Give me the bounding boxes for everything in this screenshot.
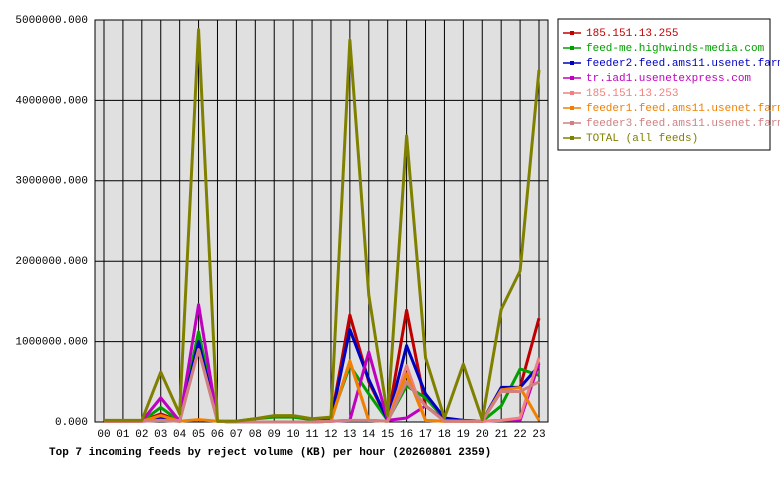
legend-marker bbox=[570, 91, 574, 95]
legend-label: tr.iad1.usenetexpress.com bbox=[586, 73, 751, 85]
x-tick-label: 15 bbox=[381, 429, 394, 441]
legend-marker bbox=[570, 46, 574, 50]
y-tick-label: 3000000.000 bbox=[15, 176, 88, 188]
x-tick-label: 05 bbox=[192, 429, 205, 441]
x-tick-label: 17 bbox=[419, 429, 432, 441]
y-tick-label: 2000000.000 bbox=[15, 256, 88, 268]
x-tick-label: 00 bbox=[97, 429, 110, 441]
legend-box bbox=[557, 18, 771, 151]
legend-marker bbox=[570, 31, 574, 35]
x-tick-label: 18 bbox=[438, 429, 451, 441]
legend-marker bbox=[570, 76, 574, 80]
x-tick-label: 02 bbox=[135, 429, 148, 441]
x-tick-label: 07 bbox=[230, 429, 243, 441]
legend-label: TOTAL (all feeds) bbox=[586, 133, 698, 145]
x-tick-label: 20 bbox=[476, 429, 489, 441]
series-line bbox=[104, 28, 541, 423]
y-tick-label: 1000000.000 bbox=[15, 337, 88, 349]
legend-label: feeder2.feed.ams11.usenet.farm bbox=[586, 58, 780, 70]
x-tick-label: 21 bbox=[495, 429, 509, 441]
legend-label: 185.151.13.253 bbox=[586, 88, 678, 100]
y-tick-label: 0.000 bbox=[55, 417, 88, 429]
x-tick-label: 12 bbox=[324, 429, 337, 441]
x-tick-label: 03 bbox=[154, 429, 167, 441]
legend-label: feeder1.feed.ams11.usenet.farm bbox=[586, 103, 780, 115]
legend-label: feeder3.feed.ams11.usenet.farm bbox=[586, 118, 780, 130]
chart-title: Top 7 incoming feeds by reject volume (K… bbox=[49, 447, 491, 459]
legend-marker bbox=[570, 121, 574, 125]
legend-marker bbox=[570, 61, 574, 65]
x-tick-label: 13 bbox=[343, 429, 356, 441]
x-tick-label: 10 bbox=[287, 429, 300, 441]
y-tick-label: 4000000.000 bbox=[15, 95, 88, 107]
x-tick-label: 14 bbox=[362, 429, 376, 441]
x-tick-label: 16 bbox=[400, 429, 413, 441]
plot-area bbox=[95, 20, 548, 422]
x-tick-label: 19 bbox=[457, 429, 470, 441]
legend-marker bbox=[570, 106, 574, 110]
legend-label: 185.151.13.255 bbox=[586, 28, 678, 40]
x-tick-label: 22 bbox=[513, 429, 526, 441]
x-tick-label: 09 bbox=[268, 429, 281, 441]
x-tick-label: 01 bbox=[116, 429, 130, 441]
x-tick-label: 06 bbox=[211, 429, 224, 441]
legend-label: feed-me.highwinds-media.com bbox=[586, 43, 765, 55]
series-line bbox=[104, 348, 540, 424]
x-tick-label: 08 bbox=[249, 429, 262, 441]
x-tick-label: 04 bbox=[173, 429, 187, 441]
legend-marker bbox=[570, 136, 574, 140]
y-tick-label: 5000000.000 bbox=[15, 15, 88, 27]
x-tick-label: 11 bbox=[305, 429, 319, 441]
x-tick-label: 23 bbox=[532, 429, 545, 441]
